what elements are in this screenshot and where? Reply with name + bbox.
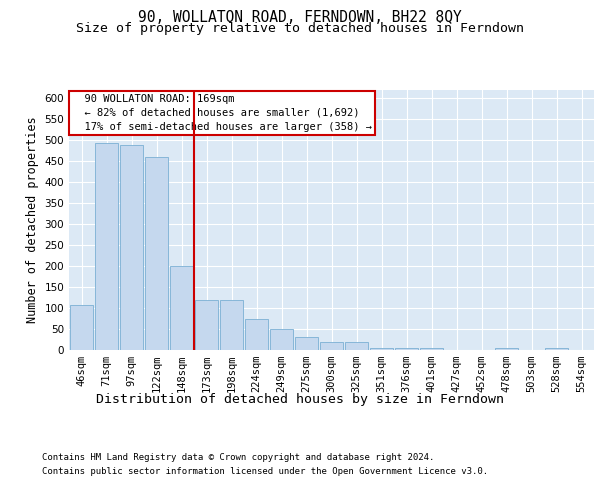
Bar	[220, 300, 244, 350]
Y-axis label: Number of detached properties: Number of detached properties	[26, 116, 39, 324]
Text: Size of property relative to detached houses in Ferndown: Size of property relative to detached ho…	[76, 22, 524, 35]
Bar	[320, 342, 343, 350]
Bar	[419, 348, 443, 350]
Text: Contains public sector information licensed under the Open Government Licence v3: Contains public sector information licen…	[42, 468, 488, 476]
Bar	[245, 318, 268, 350]
Bar	[95, 144, 118, 350]
Text: Distribution of detached houses by size in Ferndown: Distribution of detached houses by size …	[96, 392, 504, 406]
Text: Contains HM Land Registry data © Crown copyright and database right 2024.: Contains HM Land Registry data © Crown c…	[42, 452, 434, 462]
Bar	[269, 329, 293, 350]
Text: 90, WOLLATON ROAD, FERNDOWN, BH22 8QY: 90, WOLLATON ROAD, FERNDOWN, BH22 8QY	[138, 10, 462, 25]
Bar	[295, 338, 319, 350]
Bar	[145, 157, 169, 350]
Bar	[170, 266, 193, 350]
Bar	[395, 348, 418, 350]
Bar	[545, 348, 568, 350]
Bar	[194, 300, 218, 350]
Bar	[70, 305, 94, 350]
Bar	[344, 342, 368, 350]
Text: 90 WOLLATON ROAD: 169sqm
  ← 82% of detached houses are smaller (1,692)
  17% of: 90 WOLLATON ROAD: 169sqm ← 82% of detach…	[71, 94, 371, 132]
Bar	[119, 144, 143, 350]
Bar	[494, 348, 518, 350]
Bar	[370, 348, 394, 350]
